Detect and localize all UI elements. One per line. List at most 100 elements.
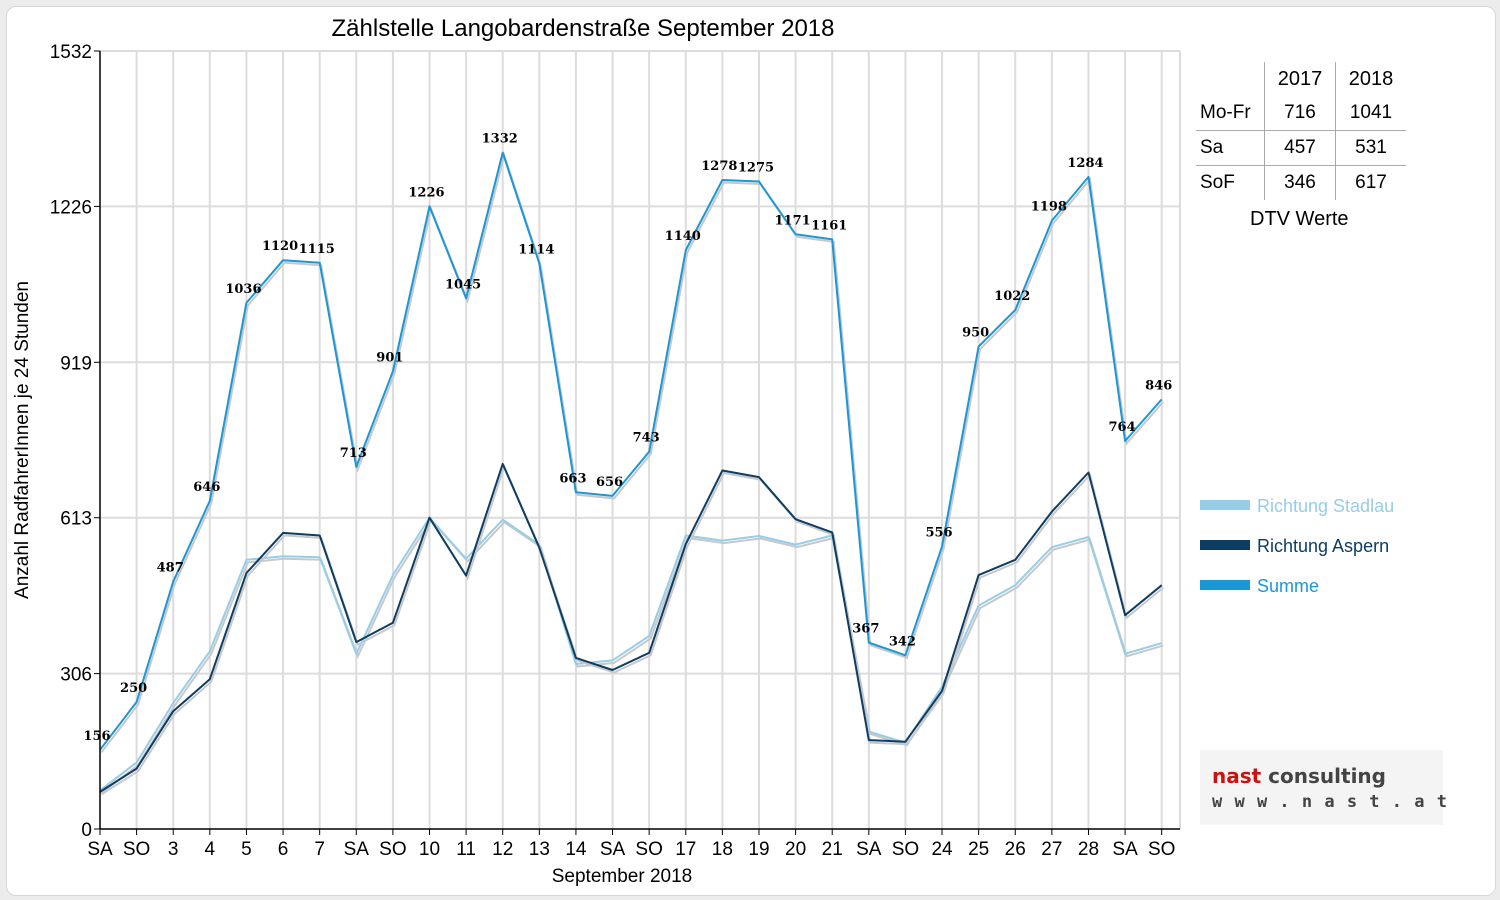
x-tick-label: 4 (205, 839, 216, 860)
legend-label: Summe (1257, 576, 1319, 596)
data-label: 663 (559, 471, 586, 486)
data-label: 1115 (299, 242, 335, 257)
y-tick-label: 306 (60, 665, 92, 686)
x-tick-label: 5 (241, 839, 252, 860)
x-tick-label: 25 (968, 839, 989, 860)
data-label: 1036 (225, 282, 261, 297)
dtv-table: 2017 2018 Mo-Fr 716 1041 Sa 457 531 SoF … (1196, 62, 1406, 200)
x-tick-label: SA (87, 839, 113, 860)
x-tick-label: 10 (419, 839, 440, 860)
x-tick-label: 7 (314, 839, 325, 860)
legend-label: Richtung Aspern (1257, 536, 1389, 556)
dtv-corner (1196, 62, 1265, 96)
y-tick-label: 1226 (50, 197, 92, 218)
legend-label: Richtung Stadlau (1257, 496, 1394, 516)
axes: 0 306 613 919 1226 1532 SA SO 3 4 5 6 7 SA SO 10 11 12 13 1… (50, 42, 1180, 860)
x-tick-label: SO (1148, 839, 1175, 860)
data-label: 156 (83, 729, 110, 744)
series-line-shadow (100, 463, 1164, 796)
data-label: 713 (340, 446, 367, 461)
dtv-row: Mo-Fr 716 1041 (1196, 96, 1406, 131)
dtv-value-2018: 531 (1335, 130, 1406, 166)
data-label: 1275 (738, 161, 774, 176)
data-label: 901 (376, 350, 403, 365)
x-tick-label: 18 (712, 839, 733, 860)
data-label: 743 (633, 431, 660, 446)
data-label: 1278 (701, 159, 737, 174)
x-tick-label: 20 (785, 839, 806, 860)
legend-swatch (1200, 540, 1250, 550)
dtv-value-2017: 716 (1264, 96, 1336, 131)
data-label: 1140 (665, 229, 701, 244)
x-tick-label: SA (600, 839, 626, 860)
data-label: 1161 (811, 218, 847, 233)
x-tick-label: 6 (278, 839, 289, 860)
data-label: 764 (1109, 420, 1136, 435)
data-label: 1332 (482, 132, 518, 147)
dtv-value-2017: 457 (1264, 130, 1336, 166)
data-label: 250 (120, 681, 147, 696)
legend: Richtung Stadlau Richtung Aspern Summe (1200, 496, 1394, 596)
dtv-caption: DTV Werte (1250, 208, 1349, 230)
logo-wordmark: nast consulting (1212, 764, 1386, 788)
data-labels: 156 250 487 646 1036 1120 1115 713 901 1226 1045 13… (83, 132, 1172, 744)
dtv-value-2018: 1041 (1335, 96, 1406, 131)
x-tick-label: 27 (1041, 839, 1062, 860)
dtv-row-label: Sa (1196, 130, 1265, 166)
y-tick-label: 1532 (50, 42, 92, 63)
y-tick-label: 0 (81, 820, 92, 841)
data-label: 656 (596, 475, 623, 490)
x-tick-label: SA (856, 839, 882, 860)
data-label: 556 (925, 526, 952, 541)
series-line-richtung-stadlau (99, 516, 1162, 792)
x-tick-label: SO (892, 839, 919, 860)
series-line-summe (99, 151, 1163, 751)
data-label: 342 (889, 634, 916, 649)
data-label: 846 (1145, 378, 1172, 393)
y-tick-label: 919 (60, 353, 92, 374)
logo-word-consulting: consulting (1268, 764, 1386, 788)
data-label: 646 (193, 480, 220, 495)
x-tick-label: 28 (1078, 839, 1099, 860)
data-label: 1114 (518, 242, 554, 257)
x-tick-label: 12 (492, 839, 513, 860)
dtv-value-2017: 346 (1264, 165, 1336, 200)
data-label: 1198 (1031, 200, 1067, 215)
x-tick-label: SA (344, 839, 370, 860)
x-tick-label: SO (379, 839, 406, 860)
data-label: 1045 (445, 277, 481, 292)
series-lines (99, 151, 1164, 796)
data-label: 950 (962, 326, 989, 341)
x-tick-label: 19 (748, 839, 769, 860)
dtv-row: SoF 346 617 (1196, 165, 1406, 200)
x-tick-label: 21 (822, 839, 843, 860)
y-tick-label: 613 (60, 509, 92, 530)
logo-url: w w w . n a s t . a t (1212, 792, 1448, 812)
data-label: 487 (157, 561, 184, 576)
legend-swatch (1200, 500, 1250, 510)
series-line-shadow (100, 151, 1164, 753)
series-line-richtung-aspern (99, 462, 1163, 793)
dtv-row: Sa 457 531 (1196, 130, 1406, 166)
x-tick-label: SO (635, 839, 662, 860)
data-label: 367 (852, 622, 879, 637)
x-tick-label: 24 (931, 839, 953, 860)
y-axis-label: Anzahl RadfahrerInnen je 24 Stunden (12, 281, 33, 599)
legend-swatch (1200, 580, 1250, 590)
dtv-row-label: SoF (1196, 165, 1265, 200)
x-tick-label: 13 (529, 839, 550, 860)
dtv-row-label: Mo-Fr (1196, 96, 1265, 131)
dtv-col-2018: 2018 (1348, 67, 1394, 90)
data-label: 1022 (994, 289, 1030, 304)
x-tick-label: 14 (565, 839, 587, 860)
data-label: 1226 (408, 185, 444, 200)
x-tick-label: 26 (1005, 839, 1026, 860)
x-tick-label: 17 (675, 839, 696, 860)
data-label: 1284 (1067, 156, 1103, 171)
company-logo: nast consulting w w w . n a s t . a t (1200, 750, 1447, 825)
data-label: 1171 (774, 213, 810, 228)
x-tick-label: SO (123, 839, 150, 860)
dtv-value-2018: 617 (1355, 172, 1387, 193)
series-line-shadow (100, 518, 1164, 794)
